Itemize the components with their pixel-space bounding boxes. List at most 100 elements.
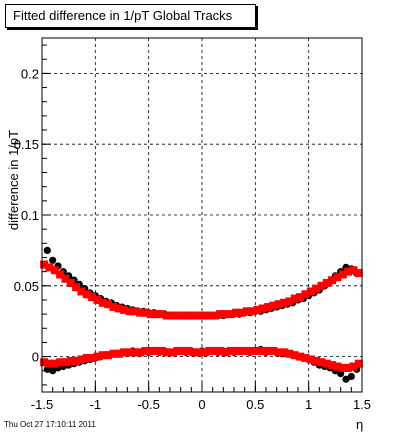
- data-point-red-square: [98, 298, 107, 307]
- data-point-red-square: [269, 301, 278, 310]
- data-point-red-square: [173, 346, 182, 355]
- data-point-red-square: [157, 346, 166, 355]
- data-point-red-square: [274, 300, 283, 309]
- x-tick-label: 0: [198, 397, 205, 412]
- data-point-red-square: [168, 311, 177, 320]
- data-point-red-square: [88, 293, 97, 302]
- data-point-red-square: [50, 359, 59, 368]
- x-tick-label: 1: [305, 397, 312, 412]
- data-point-red-square: [141, 308, 150, 317]
- data-point-red-square: [50, 266, 59, 275]
- data-point-red-square: [242, 346, 251, 355]
- data-point-red-square: [344, 267, 353, 276]
- data-point-red-square: [232, 346, 241, 355]
- timestamp: Thu Oct 27 17:10:11 2011: [4, 420, 96, 429]
- data-point-black-circle: [347, 372, 355, 381]
- chart-title: Fitted difference in 1/pT Global Tracks: [5, 4, 256, 28]
- data-point-red-square: [248, 307, 257, 316]
- x-axis-label: η: [356, 417, 363, 432]
- data-point-red-square: [130, 307, 139, 316]
- x-tick-label: 1.5: [353, 397, 371, 412]
- data-point-red-square: [168, 348, 177, 357]
- data-point-red-square: [40, 260, 49, 269]
- x-tick-label: -0.5: [137, 397, 159, 412]
- data-point-red-square: [328, 276, 337, 285]
- data-point-red-square: [93, 295, 102, 304]
- data-point-red-square: [125, 307, 134, 316]
- data-point-red-square: [285, 349, 294, 358]
- data-point-red-square: [189, 348, 198, 357]
- data-point-red-square: [301, 354, 310, 363]
- data-point-red-square: [93, 352, 102, 361]
- data-point-red-square: [205, 311, 214, 320]
- data-point-red-square: [141, 346, 150, 355]
- data-point-red-square: [232, 308, 241, 317]
- data-point-red-square: [216, 346, 225, 355]
- data-point-red-square: [146, 346, 155, 355]
- y-tick-label: 0.15: [14, 137, 39, 152]
- data-point-red-square: [333, 273, 342, 282]
- data-point-red-square: [322, 278, 331, 287]
- data-point-red-square: [56, 270, 65, 279]
- data-point-red-square: [264, 303, 273, 312]
- data-point-black-circle: [49, 256, 57, 264]
- data-point-red-square: [200, 311, 209, 320]
- data-point-red-square: [317, 281, 326, 290]
- data-point-red-square: [322, 359, 331, 368]
- data-point-red-square: [66, 356, 75, 365]
- data-point-red-square: [104, 351, 113, 360]
- data-point-red-square: [226, 346, 235, 355]
- data-point-red-square: [280, 348, 289, 357]
- data-point-red-square: [333, 362, 342, 371]
- data-point-red-square: [221, 310, 230, 319]
- y-tick-label: 0: [32, 350, 39, 365]
- data-point-red-square: [109, 303, 118, 312]
- data-point-red-square: [56, 358, 65, 367]
- data-point-red-square: [338, 270, 347, 279]
- data-point-red-square: [306, 355, 315, 364]
- data-point-black-circle: [49, 367, 57, 375]
- data-point-red-square: [88, 354, 97, 363]
- data-point-red-square: [109, 349, 118, 358]
- data-point-red-square: [82, 290, 91, 299]
- data-point-red-square: [296, 293, 305, 302]
- data-point-red-square: [184, 346, 193, 355]
- data-point-red-square: [82, 354, 91, 363]
- data-point-red-square: [264, 346, 273, 355]
- data-point-red-square: [269, 346, 278, 355]
- data-point-red-square: [216, 310, 225, 319]
- data-point-red-square: [290, 351, 299, 360]
- x-tick-label: 0.5: [246, 397, 264, 412]
- data-point-red-square: [130, 348, 139, 357]
- data-point-red-square: [344, 363, 353, 372]
- data-point-red-square: [125, 348, 134, 357]
- markers: [40, 246, 363, 383]
- data-point-red-square: [354, 359, 363, 368]
- data-point-red-square: [210, 346, 219, 355]
- data-point-red-square: [205, 346, 214, 355]
- data-point-red-square: [237, 308, 246, 317]
- ticks: -1.5 -1 -0.5 0 0.5 1 1.5 0 0.05 0.1 0.15 0.2: [14, 44, 371, 412]
- data-point-red-square: [157, 310, 166, 319]
- data-point-red-square: [178, 311, 187, 320]
- data-point-red-square: [317, 358, 326, 367]
- data-point-red-square: [274, 348, 283, 357]
- data-point-red-square: [45, 263, 54, 272]
- data-point-red-square: [312, 284, 321, 293]
- data-point-red-square: [72, 356, 81, 365]
- data-point-red-square: [253, 305, 262, 314]
- data-point-red-square: [104, 300, 113, 309]
- data-point-red-square: [162, 311, 171, 320]
- data-point-red-square: [72, 283, 81, 292]
- x-tick-label: -1: [90, 397, 102, 412]
- y-tick-label: 0.1: [21, 208, 39, 223]
- data-point-red-square: [285, 297, 294, 306]
- data-point-red-square: [210, 311, 219, 320]
- data-point-red-square: [258, 346, 267, 355]
- data-point-red-square: [306, 287, 315, 296]
- data-point-red-square: [328, 361, 337, 370]
- data-point-red-square: [77, 355, 86, 364]
- data-point-red-square: [77, 287, 86, 296]
- data-point-red-square: [173, 311, 182, 320]
- data-point-red-square: [61, 274, 70, 283]
